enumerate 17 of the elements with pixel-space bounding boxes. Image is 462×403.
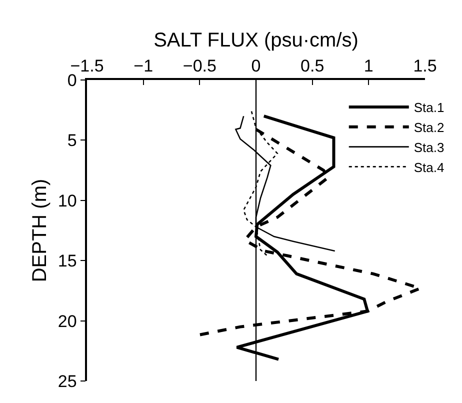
y-tick-label: 20 [58,312,77,331]
legend-label: Sta.2 [414,120,444,135]
y-tick-label: 5 [67,131,77,150]
x-tick-label: −1 [134,56,154,76]
y-tick-label: 15 [58,252,77,271]
x-tick-label: 0 [251,56,261,76]
y-axis-title: DEPTH (m) [28,178,51,282]
x-tick-label: 1.5 [413,56,437,76]
legend-label: Sta.1 [414,100,444,116]
legend-label: Sta.3 [414,140,444,155]
x-tick-label: 1 [364,56,374,76]
y-tick-label: 10 [58,191,77,210]
y-tick-label: 25 [58,372,77,391]
x-tick-label: −0.5 [182,56,216,76]
x-axis-title: SALT FLUX (psu·cm/s) [154,29,358,52]
legend-label: Sta.4 [414,160,444,175]
x-tick-label: 0.5 [300,56,324,76]
